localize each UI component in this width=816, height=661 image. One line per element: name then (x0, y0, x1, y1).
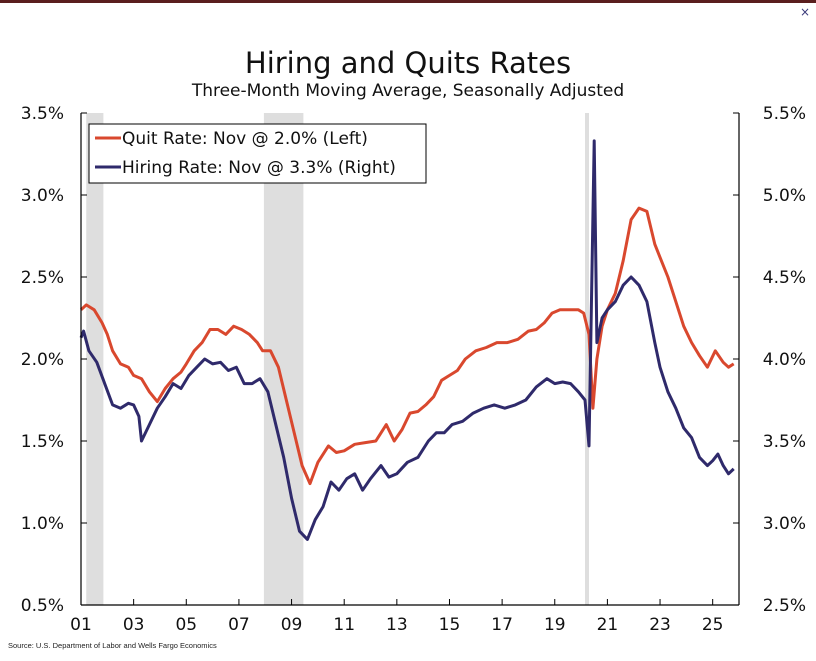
legend: Quit Rate: Nov @ 2.0% (Left) Hiring Rate:… (88, 123, 427, 184)
recession-band (263, 113, 304, 605)
y-left-tick-label: 1.0% (21, 514, 64, 534)
series-line-quit-rate (79, 206, 735, 486)
x-tick-label: 17 (491, 615, 513, 635)
y-left-tick-label: 2.0% (21, 350, 64, 370)
x-tick-label: 09 (281, 615, 303, 635)
x-tick-label: 25 (702, 615, 724, 635)
recession-shading (86, 113, 589, 605)
x-tick-label: 15 (439, 615, 461, 635)
x-tick-label: 19 (544, 615, 566, 635)
x-tick-label: 13 (386, 615, 408, 635)
source-note: Source: U.S. Department of Labor and Wel… (8, 641, 217, 650)
y-right-tick-label: 3.0% (763, 514, 806, 534)
close-icon[interactable]: × (799, 5, 810, 19)
x-tick-label: 07 (228, 615, 250, 635)
series-line-hiring-rate (79, 139, 735, 541)
recession-band (585, 113, 589, 605)
x-tick-label: 03 (123, 615, 145, 635)
x-tick-label: 23 (649, 615, 671, 635)
y-right-tick-label: 3.5% (763, 432, 806, 452)
y-right-tick-label: 2.5% (763, 596, 806, 616)
chart-axes: 0.5% 1.0% 1.5% 2.0% 2.5% 3.0% 3.5% 2.5% 3.0% 3.5%… (21, 104, 806, 635)
y-right-tick-label: 4.5% (763, 268, 806, 288)
y-right-tick-label: 5.0% (763, 186, 806, 206)
x-tick-label: 21 (597, 615, 619, 635)
y-right-tick-label: 5.5% (763, 104, 806, 124)
y-right-tick-label: 4.0% (763, 350, 806, 370)
y-left-tick-label: 0.5% (21, 596, 64, 616)
legend-box (88, 123, 427, 184)
y-left-tick-label: 1.5% (21, 432, 64, 452)
chart-subtitle: Three-Month Moving Average, Seasonally A… (191, 81, 625, 101)
chart-title: Hiring and Quits Rates (244, 46, 572, 80)
x-tick-label: 11 (333, 615, 355, 635)
series-lines (79, 139, 735, 541)
legend-label: Quit Rate: Nov @ 2.0% (Left) (122, 129, 368, 149)
legend-label: Hiring Rate: Nov @ 3.3% (Right) (122, 158, 396, 178)
y-left-tick-label: 2.5% (21, 268, 64, 288)
x-tick-label: 01 (70, 615, 92, 635)
x-tick-label: 05 (175, 615, 197, 635)
top-border (0, 0, 816, 3)
y-left-tick-label: 3.5% (21, 104, 64, 124)
y-left-tick-label: 3.0% (21, 186, 64, 206)
